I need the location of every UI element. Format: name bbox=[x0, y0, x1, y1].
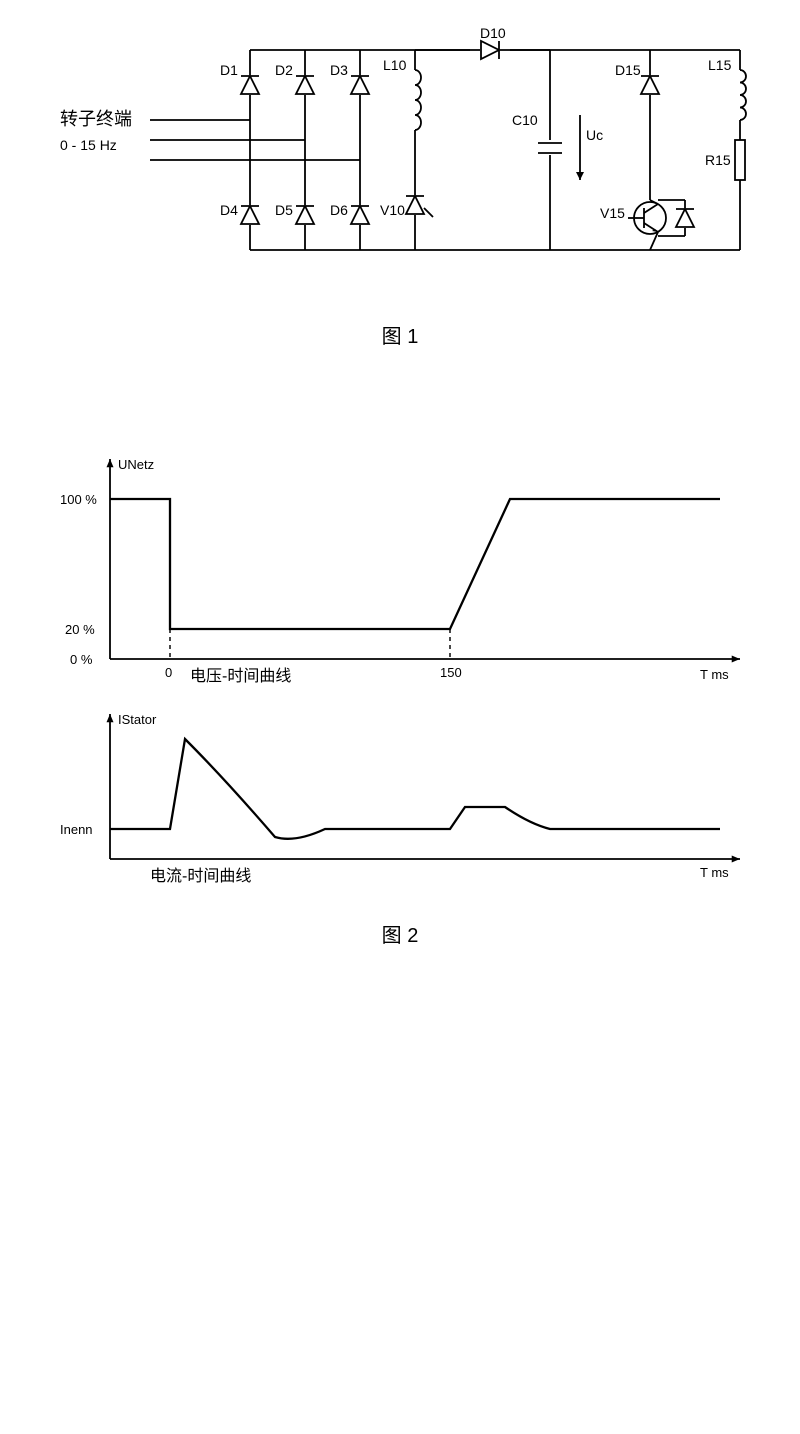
current-time-graph: IStator T ms Inenn 电流-时间曲线 bbox=[20, 689, 760, 889]
svg-text:V10: V10 bbox=[380, 202, 405, 218]
svg-text:D1: D1 bbox=[220, 62, 238, 78]
svg-text:100 %: 100 % bbox=[60, 492, 97, 507]
svg-text:L10: L10 bbox=[383, 57, 407, 73]
svg-text:UNetz: UNetz bbox=[118, 457, 154, 472]
figure-2-label: 图 2 bbox=[20, 919, 780, 948]
svg-text:0 %: 0 % bbox=[70, 652, 93, 667]
svg-text:D5: D5 bbox=[275, 202, 293, 218]
graphs-figure: UNetz T ms 100 % 20 % 0 % 0 150 电压-时间曲线 IStator… bbox=[20, 429, 780, 948]
svg-text:电压-时间曲线: 电压-时间曲线 bbox=[190, 667, 291, 685]
svg-text:150: 150 bbox=[440, 665, 462, 680]
svg-text:T ms: T ms bbox=[700, 865, 729, 880]
svg-text:C10: C10 bbox=[512, 112, 538, 128]
svg-text:转子终端: 转子终端 bbox=[60, 109, 132, 129]
svg-text:电流-时间曲线: 电流-时间曲线 bbox=[150, 867, 251, 885]
svg-text:V15: V15 bbox=[600, 205, 625, 221]
svg-text:20 %: 20 % bbox=[65, 622, 95, 637]
svg-text:IStator: IStator bbox=[118, 712, 157, 727]
svg-text:D15: D15 bbox=[615, 62, 641, 78]
voltage-time-graph: UNetz T ms 100 % 20 % 0 % 0 150 电压-时间曲线 bbox=[20, 429, 760, 689]
svg-text:0: 0 bbox=[165, 665, 172, 680]
svg-text:Uc: Uc bbox=[586, 127, 603, 143]
svg-text:T ms: T ms bbox=[700, 667, 729, 682]
circuit-diagram: 转子终端 0 - 15 Hz D1 D2 D3 D4 D5 D6 L10 V10 D10 C10 Uc D… bbox=[40, 20, 780, 300]
figure-1-label: 图 1 bbox=[20, 320, 780, 349]
svg-text:L15: L15 bbox=[708, 57, 732, 73]
svg-text:0 - 15 Hz: 0 - 15 Hz bbox=[60, 137, 117, 153]
circuit-figure: 转子终端 0 - 15 Hz D1 D2 D3 D4 D5 D6 L10 V10 D10 C10 Uc D… bbox=[20, 20, 780, 349]
svg-text:R15: R15 bbox=[705, 152, 731, 168]
svg-text:D3: D3 bbox=[330, 62, 348, 78]
svg-text:D4: D4 bbox=[220, 202, 238, 218]
svg-text:D10: D10 bbox=[480, 25, 506, 41]
svg-text:D6: D6 bbox=[330, 202, 348, 218]
svg-text:Inenn: Inenn bbox=[60, 822, 93, 837]
svg-text:D2: D2 bbox=[275, 62, 293, 78]
